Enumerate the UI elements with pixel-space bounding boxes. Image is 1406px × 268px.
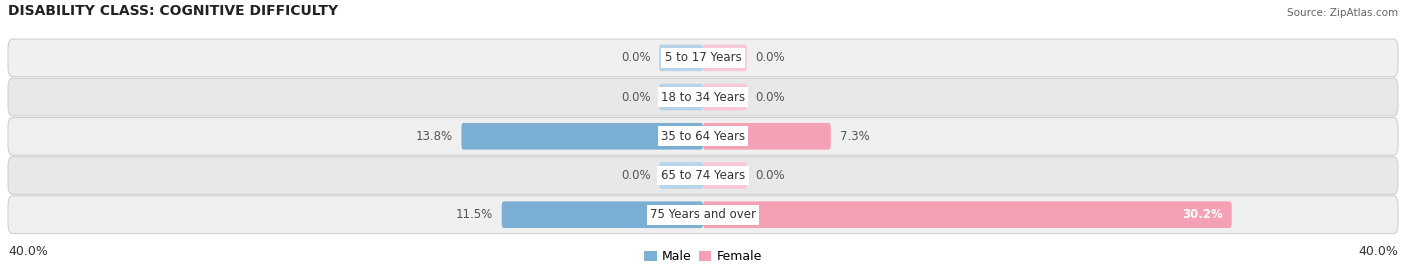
FancyBboxPatch shape — [659, 162, 703, 189]
Text: 35 to 64 Years: 35 to 64 Years — [661, 130, 745, 143]
Text: 11.5%: 11.5% — [456, 208, 494, 221]
FancyBboxPatch shape — [703, 44, 747, 71]
Text: 0.0%: 0.0% — [755, 51, 785, 64]
FancyBboxPatch shape — [8, 196, 1398, 233]
Text: 40.0%: 40.0% — [1358, 245, 1398, 258]
FancyBboxPatch shape — [8, 39, 1398, 77]
Text: 0.0%: 0.0% — [621, 51, 651, 64]
FancyBboxPatch shape — [703, 201, 1232, 228]
FancyBboxPatch shape — [659, 84, 703, 110]
FancyBboxPatch shape — [8, 117, 1398, 155]
FancyBboxPatch shape — [659, 44, 703, 71]
Text: 5 to 17 Years: 5 to 17 Years — [665, 51, 741, 64]
FancyBboxPatch shape — [703, 123, 831, 150]
Text: 75 Years and over: 75 Years and over — [650, 208, 756, 221]
FancyBboxPatch shape — [8, 78, 1398, 116]
FancyBboxPatch shape — [703, 162, 747, 189]
Text: 65 to 74 Years: 65 to 74 Years — [661, 169, 745, 182]
Text: 7.3%: 7.3% — [839, 130, 869, 143]
FancyBboxPatch shape — [461, 123, 703, 150]
FancyBboxPatch shape — [8, 157, 1398, 194]
Text: 0.0%: 0.0% — [755, 169, 785, 182]
Text: 30.2%: 30.2% — [1182, 208, 1223, 221]
FancyBboxPatch shape — [502, 201, 703, 228]
Text: DISABILITY CLASS: COGNITIVE DIFFICULTY: DISABILITY CLASS: COGNITIVE DIFFICULTY — [8, 4, 339, 18]
Text: Source: ZipAtlas.com: Source: ZipAtlas.com — [1286, 8, 1398, 18]
Text: 18 to 34 Years: 18 to 34 Years — [661, 91, 745, 103]
Legend: Male, Female: Male, Female — [644, 250, 762, 263]
Text: 40.0%: 40.0% — [8, 245, 48, 258]
Text: 0.0%: 0.0% — [755, 91, 785, 103]
FancyBboxPatch shape — [703, 84, 747, 110]
Text: 0.0%: 0.0% — [621, 169, 651, 182]
Text: 13.8%: 13.8% — [416, 130, 453, 143]
Text: 0.0%: 0.0% — [621, 91, 651, 103]
